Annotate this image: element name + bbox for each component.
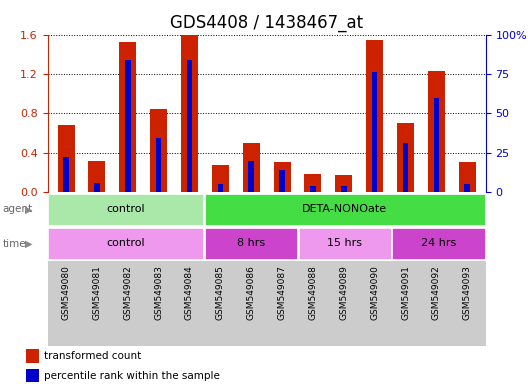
Bar bbox=[249, 161, 254, 192]
Bar bbox=[119, 43, 136, 192]
Bar bbox=[26, 349, 39, 363]
Bar bbox=[433, 98, 439, 192]
Text: GSM549093: GSM549093 bbox=[463, 265, 472, 320]
Bar bbox=[341, 186, 346, 192]
Title: GDS4408 / 1438467_at: GDS4408 / 1438467_at bbox=[170, 14, 363, 32]
Text: GSM549090: GSM549090 bbox=[370, 265, 379, 320]
Text: ▶: ▶ bbox=[25, 239, 33, 249]
Text: 8 hrs: 8 hrs bbox=[237, 238, 265, 248]
Text: GSM549080: GSM549080 bbox=[62, 265, 71, 320]
Bar bbox=[218, 184, 223, 192]
Text: GSM549084: GSM549084 bbox=[185, 265, 194, 320]
Text: ▶: ▶ bbox=[25, 204, 33, 214]
Text: DETA-NONOate: DETA-NONOate bbox=[303, 204, 388, 214]
Bar bbox=[181, 35, 198, 192]
Text: transformed count: transformed count bbox=[44, 351, 142, 361]
Text: GSM549087: GSM549087 bbox=[278, 265, 287, 320]
Text: control: control bbox=[107, 238, 145, 248]
Bar bbox=[366, 40, 383, 192]
Bar bbox=[310, 186, 316, 192]
Bar bbox=[150, 109, 167, 192]
Bar bbox=[88, 161, 106, 192]
Bar bbox=[279, 170, 285, 192]
Bar bbox=[125, 60, 130, 192]
Text: GSM549082: GSM549082 bbox=[123, 265, 132, 320]
Text: agent: agent bbox=[3, 204, 33, 214]
Bar bbox=[372, 72, 378, 192]
Text: percentile rank within the sample: percentile rank within the sample bbox=[44, 371, 220, 381]
Bar bbox=[465, 184, 470, 192]
Text: GSM549088: GSM549088 bbox=[308, 265, 317, 320]
Bar bbox=[205, 194, 485, 225]
Text: GSM549081: GSM549081 bbox=[92, 265, 101, 320]
Bar bbox=[392, 228, 485, 260]
Text: GSM549091: GSM549091 bbox=[401, 265, 410, 320]
Text: 15 hrs: 15 hrs bbox=[327, 238, 362, 248]
Bar bbox=[335, 175, 352, 192]
Text: GSM549092: GSM549092 bbox=[432, 265, 441, 320]
Text: GSM549086: GSM549086 bbox=[247, 265, 256, 320]
Bar bbox=[212, 166, 229, 192]
Bar bbox=[156, 139, 162, 192]
Bar bbox=[403, 143, 408, 192]
Bar bbox=[305, 174, 322, 192]
Text: GSM549089: GSM549089 bbox=[340, 265, 348, 320]
Bar bbox=[459, 162, 476, 192]
Text: GSM549085: GSM549085 bbox=[216, 265, 225, 320]
Bar bbox=[58, 125, 74, 192]
Bar bbox=[243, 143, 260, 192]
Bar bbox=[187, 60, 192, 192]
Bar bbox=[48, 228, 203, 260]
Bar bbox=[205, 228, 297, 260]
Bar bbox=[48, 194, 203, 225]
Bar bbox=[63, 157, 69, 192]
Bar bbox=[397, 123, 414, 192]
Bar bbox=[94, 182, 100, 192]
Text: GSM549083: GSM549083 bbox=[154, 265, 163, 320]
Bar bbox=[26, 369, 39, 382]
Bar bbox=[274, 162, 290, 192]
Text: time: time bbox=[3, 239, 26, 249]
Text: control: control bbox=[107, 204, 145, 214]
Bar bbox=[428, 71, 445, 192]
Text: 24 hrs: 24 hrs bbox=[421, 238, 456, 248]
Bar bbox=[298, 228, 391, 260]
